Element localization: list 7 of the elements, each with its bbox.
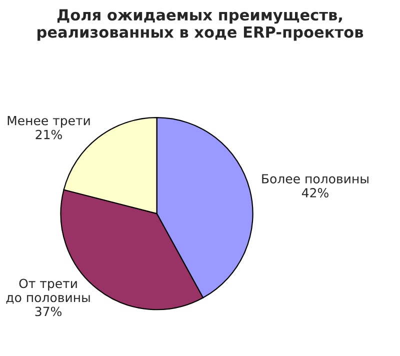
data-label: 21% [36,130,62,140]
slice-label: Более половины [262,174,368,184]
chart-title: Доля ожидаемых преимуществ, реализованных в ходе ERP-проектов [38,9,364,41]
slice-label: От трети до половины [6,278,90,304]
data-label: 37% [35,306,62,316]
data-label: 42% [302,188,328,198]
slice-label: Менее трети [8,116,90,128]
